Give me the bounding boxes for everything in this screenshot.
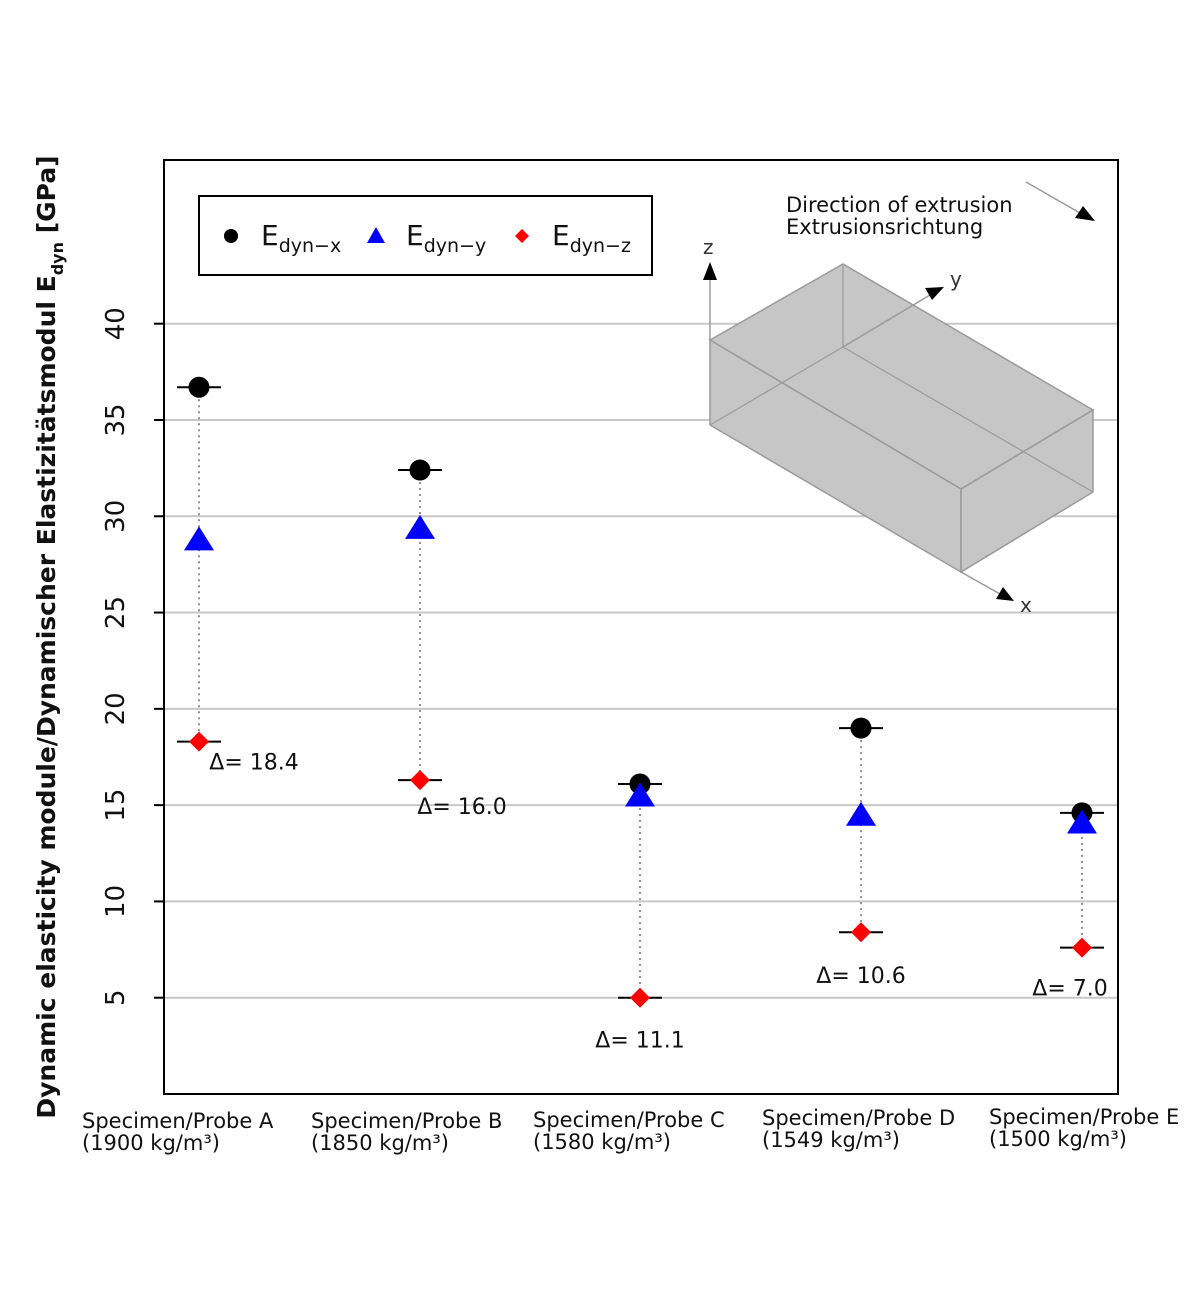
y-tick-label-15: 15 (101, 789, 131, 822)
y-tick-label-5: 5 (101, 989, 131, 1006)
y-tick-label-40: 40 (101, 307, 131, 340)
legend-marker-z (515, 229, 529, 243)
legend-marker-y (367, 227, 385, 243)
legend-box (198, 195, 653, 276)
point-edyn-y-2 (625, 782, 655, 807)
category-labels-layer: Specimen/Probe A(1900 kg/m³) Specimen/Pro… (82, 1105, 1179, 1155)
point-edyn-z-4 (1072, 937, 1092, 958)
y-axis-arrow (925, 287, 944, 300)
category-density-3: (1549 kg/m³) (762, 1128, 900, 1152)
point-edyn-z-2 (630, 987, 650, 1008)
y-tick-label-25: 25 (101, 596, 131, 629)
point-edyn-x-1 (409, 459, 431, 481)
y-ticks-layer: 5 10 15 20 25 30 35 40 (101, 307, 164, 1006)
y-axis-title: Dynamic elasticity module/Dynamischer El… (32, 155, 67, 1118)
point-edyn-y-3 (846, 801, 876, 826)
legend: Edyn−x Edyn−y Edyn−z (198, 195, 653, 276)
plot-frame (163, 159, 1119, 1095)
extrusion-arrow-head (1075, 206, 1095, 221)
delta-label-4: Δ= 7.0 (1032, 977, 1107, 1002)
z-axis-label: z (703, 235, 714, 259)
category-label-0: Specimen/Probe A (82, 1109, 274, 1133)
delta-label-2: Δ= 11.1 (595, 1029, 684, 1054)
point-edyn-z-0 (189, 731, 209, 752)
legend-marker-x (224, 229, 238, 243)
delta-label-0: Δ= 18.4 (209, 751, 298, 776)
y-axis-title-main: Dynamic elasticity module/Dynamischer El… (32, 275, 61, 1118)
y-tick-label-35: 35 (101, 403, 131, 436)
y-tick-label-20: 20 (101, 692, 131, 725)
delta-label-3: Δ= 10.6 (816, 964, 905, 989)
legend-label-z: Edyn−z (552, 219, 631, 257)
legend-label-x: Edyn−x (261, 219, 341, 257)
point-edyn-y-0 (184, 526, 214, 551)
inset-title-de: Extrusionsrichtung (786, 215, 983, 239)
x-axis-label: x (1020, 593, 1032, 617)
category-density-2: (1580 kg/m³) (533, 1130, 671, 1154)
category-label-3: Specimen/Probe D (762, 1106, 955, 1130)
category-density-1: (1850 kg/m³) (311, 1131, 449, 1155)
y-axis-line (842, 294, 931, 348)
category-label-4: Specimen/Probe E (989, 1105, 1179, 1129)
point-edyn-x-3 (850, 717, 872, 739)
legend-label-y: Edyn−y (406, 219, 486, 257)
point-edyn-x-0 (188, 376, 210, 398)
box-hidden-edge-3 (842, 346, 1094, 493)
data-layer: Δ= 18.4 Δ= 16.0 Δ= 11.1 Δ= 10.6 Δ= 7.0 (177, 376, 1108, 1054)
extrusion-inset: Direction of extrusion Extrusionsrichtun… (703, 181, 1095, 617)
y-tick-label-10: 10 (101, 885, 131, 918)
box-hidden-edge-2 (709, 346, 844, 426)
y-axis-title-sub: dyn (48, 242, 67, 275)
z-axis-arrow (703, 262, 717, 280)
category-density-0: (1900 kg/m³) (82, 1131, 220, 1155)
delta-label-1: Δ= 16.0 (417, 795, 506, 820)
y-tick-label-30: 30 (101, 500, 131, 533)
y-axis-label: y (950, 267, 962, 291)
point-edyn-y-1 (405, 514, 435, 539)
x-axis-line (960, 571, 1001, 595)
category-density-4: (1500 kg/m³) (989, 1127, 1127, 1151)
extrusion-arrow-line (1025, 181, 1081, 214)
point-edyn-z-3 (851, 922, 871, 943)
category-label-1: Specimen/Probe B (311, 1109, 502, 1133)
point-edyn-z-1 (410, 770, 430, 791)
y-axis-title-unit: [GPa] (32, 155, 61, 242)
inset-title-en: Direction of extrusion (786, 193, 1013, 217)
x-axis-arrow (996, 587, 1014, 601)
category-label-2: Specimen/Probe C (533, 1108, 725, 1132)
point-edyn-y-4 (1067, 809, 1097, 834)
